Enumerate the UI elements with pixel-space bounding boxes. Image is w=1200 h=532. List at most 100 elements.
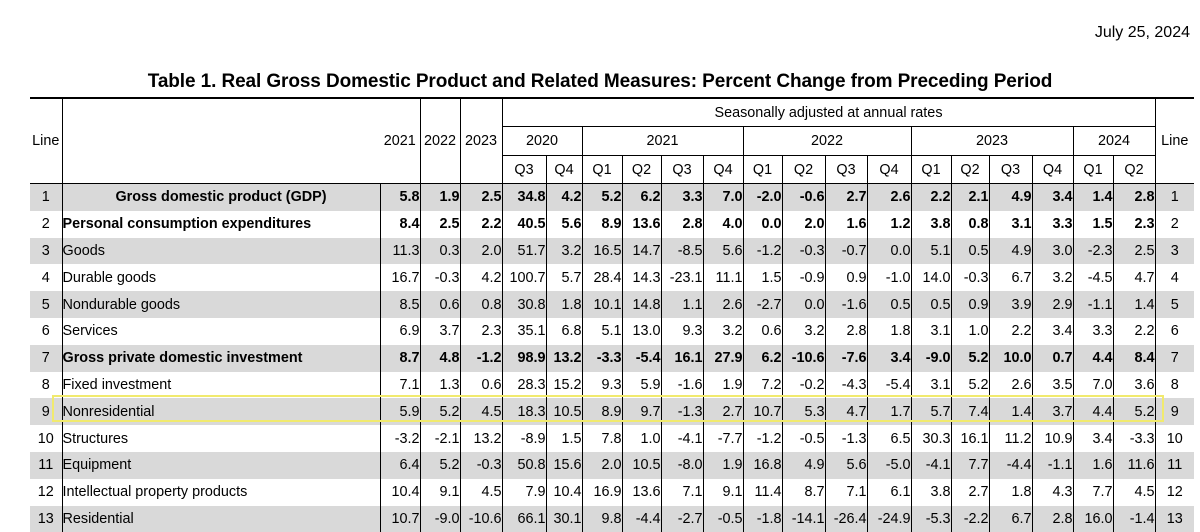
line-number: 3 xyxy=(30,237,63,265)
table-row: 11 Equipment 6.4 5.2 -0.3 50.8 15.6 2.0 10.5 -8.0… xyxy=(30,451,1195,479)
table-row: 3 Goods 11.3 0.3 2.0 51.7 3.2 16.5 14.7 -8.5 5.6 -1… xyxy=(30,237,1195,265)
row-label: Nondurable goods xyxy=(62,291,380,318)
value-cell: -9.0 xyxy=(419,505,460,532)
value-cell: 28.3 xyxy=(501,371,546,399)
value-cell: 30.8 xyxy=(501,291,546,318)
value-cell: -2.7 xyxy=(742,291,782,318)
value-cell: 2.6 xyxy=(866,183,911,211)
value-cell: 35.1 xyxy=(501,317,546,345)
quarter-year-header: 2020 xyxy=(501,126,582,156)
value-cell: -23.1 xyxy=(660,264,703,292)
value-cell: 40.5 xyxy=(501,210,546,238)
value-cell: 6.2 xyxy=(621,183,661,211)
table-row: 10 Structures -3.2 -2.1 13.2 -8.9 1.5 7.8 1.0 -4.… xyxy=(30,425,1195,452)
value-cell: 4.0 xyxy=(702,210,743,238)
value-cell: -2.0 xyxy=(742,183,782,211)
row-label: Services xyxy=(62,323,118,340)
value-cell: 16.9 xyxy=(581,478,622,506)
value-cell: -1.4 xyxy=(1112,505,1156,532)
value-cell: 6.1 xyxy=(866,478,911,506)
value-cell: 3.4 xyxy=(1031,183,1073,211)
value-cell: 1.8 xyxy=(545,291,582,318)
value-cell: -8.5 xyxy=(660,237,703,265)
quarter-year-header: 2021 xyxy=(581,126,743,156)
value-cell: 3.4 xyxy=(1031,317,1073,345)
value-cell: -8.9 xyxy=(501,425,546,452)
value-cell: 2.7 xyxy=(702,398,743,426)
value-cell: 2.8 xyxy=(824,317,867,345)
label-header xyxy=(62,98,380,184)
line-number: 12 xyxy=(30,478,63,506)
quarter-header: Q3 xyxy=(988,155,1032,184)
row-label: Gross domestic product (GDP) xyxy=(62,183,380,211)
row-label: Intellectual property products xyxy=(62,484,248,501)
quarter-header: Q1 xyxy=(910,155,951,184)
table-row: 5 Nondurable goods 8.5 0.6 0.8 30.8 1.8 10.1 14.… xyxy=(30,291,1195,318)
value-cell: 10.0 xyxy=(988,344,1032,372)
value-cell: 3.9 xyxy=(988,291,1032,318)
table-row: 6 Services 6.9 3.7 2.3 35.1 6.8 5.1 13.0 9.3 3.2 0.… xyxy=(30,317,1195,345)
value-cell: 1.5 xyxy=(742,264,782,292)
value-cell: -8.0 xyxy=(660,451,703,479)
value-cell: 5.6 xyxy=(702,237,743,265)
value-cell: 16.1 xyxy=(660,344,703,372)
value-cell: 2.3 xyxy=(459,317,502,345)
value-cell: -26.4 xyxy=(824,505,867,532)
value-cell: 7.1 xyxy=(660,478,703,506)
value-cell: 1.4 xyxy=(988,398,1032,426)
value-cell: -5.0 xyxy=(866,451,911,479)
table-row: 9 Nonresidential 5.9 5.2 4.5 18.3 10.5 8.9 9.7 -1… xyxy=(30,398,1195,426)
table-row: 4 Durable goods 16.7 -0.3 4.2 100.7 5.7 28.4 14.… xyxy=(30,264,1195,292)
value-cell: 50.8 xyxy=(501,451,546,479)
value-cell: 7.7 xyxy=(1072,478,1113,506)
value-cell: 8.4 xyxy=(379,210,420,238)
value-cell: 16.7 xyxy=(379,264,420,292)
value-cell: 5.6 xyxy=(824,451,867,479)
value-cell: 13.2 xyxy=(459,425,502,452)
value-cell: 51.7 xyxy=(501,237,546,265)
row-label: Goods xyxy=(62,237,380,265)
line-number-right: 13 xyxy=(1154,505,1195,532)
value-cell: 2.8 xyxy=(1031,505,1073,532)
value-cell: 16.0 xyxy=(1072,505,1113,532)
value-cell: 2.2 xyxy=(459,210,502,238)
value-cell: 10.4 xyxy=(379,478,420,506)
value-cell: 3.1 xyxy=(988,210,1032,238)
value-cell: -3.2 xyxy=(379,425,420,452)
value-cell: -24.9 xyxy=(866,505,911,532)
value-cell: 5.3 xyxy=(781,398,825,426)
value-cell: 7.7 xyxy=(950,451,989,479)
value-cell: 2.8 xyxy=(1112,183,1156,211)
value-cell: 1.9 xyxy=(702,451,743,479)
value-cell: 5.6 xyxy=(545,210,582,238)
value-cell: 6.9 xyxy=(379,317,420,345)
line-number-right: 1 xyxy=(1154,183,1195,211)
line-number: 6 xyxy=(30,317,63,345)
value-cell: 5.2 xyxy=(950,371,989,399)
value-cell: 9.3 xyxy=(581,371,622,399)
row-label: Structures xyxy=(62,430,129,447)
value-cell: 2.8 xyxy=(660,210,703,238)
value-cell: 3.3 xyxy=(1072,317,1113,345)
value-cell: 1.0 xyxy=(621,425,661,452)
quarter-header: Q1 xyxy=(1072,155,1113,184)
line-number-right: 8 xyxy=(1154,371,1195,399)
value-cell: 4.5 xyxy=(1112,478,1156,506)
value-cell: 8.7 xyxy=(379,344,420,372)
value-cell: 5.7 xyxy=(910,398,951,426)
value-cell: -4.1 xyxy=(660,425,703,452)
quarter-header: Q4 xyxy=(1031,155,1073,184)
value-cell: 13.6 xyxy=(621,478,661,506)
value-cell: 14.8 xyxy=(621,291,661,318)
value-cell: 4.9 xyxy=(781,451,825,479)
value-cell: -0.3 xyxy=(781,237,825,265)
value-cell: 1.7 xyxy=(866,398,911,426)
table-row: 1 Gross domestic product (GDP) 5.8 1.9 2.5 34… xyxy=(30,183,1195,211)
value-cell: -0.3 xyxy=(459,451,502,479)
value-cell: 34.8 xyxy=(501,183,546,211)
value-cell: 3.2 xyxy=(702,317,743,345)
quarter-header: Q3 xyxy=(660,155,703,184)
value-cell: -0.2 xyxy=(781,371,825,399)
value-cell: -3.3 xyxy=(1112,425,1156,452)
value-cell: 11.2 xyxy=(988,425,1032,452)
